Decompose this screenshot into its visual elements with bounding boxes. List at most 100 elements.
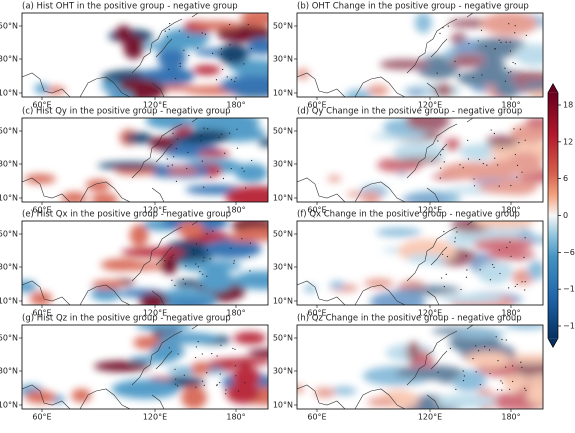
field-blob	[476, 221, 535, 229]
field-blob	[203, 239, 262, 259]
map-frame	[296, 117, 544, 203]
stipple	[230, 79, 233, 81]
stipple	[505, 339, 507, 341]
coastline	[22, 325, 199, 409]
stipple	[197, 266, 199, 268]
stipple	[445, 273, 447, 275]
field-blob	[527, 382, 543, 405]
lat-label: 50°N	[0, 127, 18, 136]
stipple	[442, 148, 444, 151]
lat-label: 50°N	[273, 230, 293, 239]
lon-label: 60°E	[32, 309, 51, 318]
stipple	[472, 76, 474, 79]
stipple	[508, 388, 511, 390]
field-blob	[240, 13, 268, 27]
field	[297, 325, 543, 409]
stipple	[505, 366, 507, 368]
stipple	[454, 237, 456, 239]
field-blob	[405, 341, 422, 363]
field-blob	[123, 35, 144, 60]
coastline	[22, 13, 199, 97]
stipple	[475, 345, 477, 347]
field-blob	[414, 13, 432, 34]
stipple	[501, 147, 503, 150]
stipple	[243, 170, 245, 172]
stipple	[225, 393, 227, 395]
stipple	[459, 75, 461, 77]
stipple	[460, 288, 462, 291]
field-blob	[406, 88, 426, 97]
stipple	[454, 60, 456, 62]
stipple	[164, 260, 166, 262]
stipple	[241, 167, 243, 169]
field-blob	[157, 46, 187, 69]
stipple	[443, 230, 445, 233]
stipple	[234, 365, 236, 367]
lon-label: 180°	[226, 309, 245, 318]
colorbar-label: 6	[563, 174, 568, 183]
lat-label: 10°N	[273, 89, 293, 98]
stipple	[201, 380, 204, 382]
stipple	[175, 77, 177, 80]
stipple	[472, 358, 474, 360]
stipple	[516, 164, 519, 166]
panel-title: (c) Hist Qy in the positive group - nega…	[22, 107, 231, 117]
stipple	[465, 276, 468, 278]
stipple	[202, 273, 204, 275]
field-blob	[213, 358, 268, 366]
stipple	[494, 48, 496, 50]
field-blob	[177, 221, 204, 238]
colorbar-label: 18	[563, 101, 573, 110]
stipple	[521, 366, 523, 369]
lat-label: 30°N	[273, 160, 293, 169]
stipple	[222, 68, 224, 71]
field-blob	[525, 118, 543, 130]
stipple	[468, 43, 470, 45]
stipple	[248, 256, 250, 258]
stipple	[443, 161, 445, 163]
stipple	[505, 41, 507, 43]
stipple	[200, 284, 202, 287]
field-blob	[149, 136, 177, 151]
field-blob	[472, 236, 535, 252]
panel-title: (h) Qz Change in the positive group - ne…	[297, 314, 522, 324]
stipple	[525, 34, 528, 36]
stipple	[484, 346, 486, 348]
field-blob	[314, 387, 336, 398]
stipple	[494, 157, 496, 159]
stipple	[228, 23, 231, 26]
lon-label: 120°E	[143, 413, 167, 422]
field-blob	[173, 279, 205, 288]
field-blob	[504, 325, 543, 330]
coastline	[22, 118, 199, 202]
field-blob	[150, 342, 185, 361]
field-blob	[232, 271, 268, 290]
stipple	[206, 249, 209, 251]
field-blob	[165, 300, 217, 305]
field-blob	[90, 193, 119, 202]
lon-label: 60°E	[307, 206, 326, 215]
lat-label: 10°N	[273, 194, 293, 203]
field	[34, 13, 268, 97]
stipple	[490, 129, 492, 131]
lon-label: 180°	[501, 413, 520, 422]
field-blob	[366, 84, 389, 97]
stipple	[206, 233, 208, 235]
field-blob	[515, 44, 543, 66]
field-blob	[139, 41, 205, 50]
field-blob	[364, 278, 394, 289]
lat-label: 10°N	[273, 297, 293, 306]
stipple	[514, 32, 516, 34]
stipple	[516, 283, 518, 286]
stipple	[462, 380, 465, 382]
stipple	[218, 136, 220, 139]
field-blob	[192, 20, 242, 30]
stipple	[207, 128, 209, 130]
map-frame	[296, 324, 544, 410]
stipple	[187, 36, 189, 38]
field-blob	[466, 352, 511, 368]
stipple	[467, 139, 469, 141]
field-blob	[157, 332, 220, 344]
lon-label: 180°	[501, 309, 520, 318]
field-blob	[247, 38, 268, 55]
